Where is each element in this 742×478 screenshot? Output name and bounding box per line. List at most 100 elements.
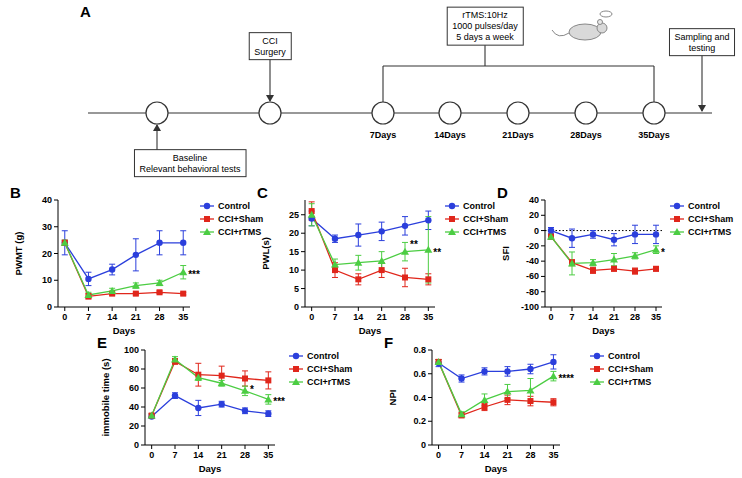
data-point xyxy=(503,388,511,395)
timeline-diagram: A7Days14Days21Days28Days35DaysBaselineRe… xyxy=(80,3,735,177)
error-cap xyxy=(379,277,385,278)
x-tick xyxy=(461,445,462,449)
error-cap xyxy=(653,243,659,244)
y-tick-label: 0.8 xyxy=(413,345,426,355)
error-cap xyxy=(332,242,338,243)
mouse-tail xyxy=(552,30,569,36)
y-axis xyxy=(545,200,546,307)
legend-label: CCI+Sham xyxy=(688,214,733,224)
error-bar xyxy=(85,272,91,285)
y-tick xyxy=(541,215,545,216)
error-bar xyxy=(355,255,361,270)
y-tick xyxy=(541,230,545,231)
error-cap xyxy=(402,242,408,243)
y-tick-label: 20 xyxy=(129,421,139,431)
error-cap xyxy=(482,367,488,368)
y-tick-label: 20 xyxy=(289,228,299,238)
y-tick-label: 25 xyxy=(289,210,299,220)
box-text: 1000 pulses/day xyxy=(452,21,518,31)
data-point xyxy=(180,240,186,246)
y-tick-label: 100 xyxy=(124,345,139,355)
error-cap xyxy=(355,284,361,285)
connector xyxy=(701,56,702,111)
box-frame xyxy=(249,33,291,60)
data-point xyxy=(569,260,575,266)
error-cap xyxy=(569,274,575,275)
y-tick xyxy=(301,288,305,289)
error-cap xyxy=(355,255,361,256)
data-point xyxy=(149,413,155,419)
data-point xyxy=(458,410,466,417)
error-bar xyxy=(504,367,510,377)
data-point xyxy=(548,234,554,240)
data-point xyxy=(653,231,659,237)
x-tick-label: 35 xyxy=(651,312,661,322)
error-cap xyxy=(355,223,361,224)
data-point xyxy=(482,404,488,410)
y-tick xyxy=(141,407,145,408)
data-point xyxy=(308,211,316,218)
error-cap xyxy=(527,405,533,406)
error-bar xyxy=(402,268,408,286)
x-axis xyxy=(432,445,560,446)
error-bar xyxy=(459,375,465,382)
x-tick xyxy=(112,307,113,311)
panel-letter: E xyxy=(97,334,107,351)
error-cap xyxy=(569,251,575,252)
y-tick xyxy=(301,307,305,308)
y-tick-label: 0 xyxy=(421,440,426,450)
error-cap xyxy=(527,378,533,379)
x-tick-label: 7 xyxy=(172,450,177,460)
y-tick xyxy=(541,291,545,292)
error-bar xyxy=(653,246,659,254)
error-bar xyxy=(402,242,408,260)
data-point xyxy=(568,259,576,266)
y-tick xyxy=(54,280,58,281)
x-tick xyxy=(135,307,136,311)
data-point xyxy=(652,246,660,253)
data-point xyxy=(241,387,249,394)
legend-label: CCI+Sham xyxy=(608,364,653,374)
data-point xyxy=(218,401,224,407)
data-point xyxy=(481,368,487,374)
x-axis xyxy=(545,307,662,308)
x-axis xyxy=(145,445,275,446)
error-cap xyxy=(242,386,248,387)
error-cap xyxy=(62,230,68,231)
error-cap xyxy=(309,203,315,204)
data-point xyxy=(402,274,408,280)
data-point xyxy=(62,240,68,246)
data-point xyxy=(589,259,597,266)
x-tick-label: 0 xyxy=(62,312,67,322)
error-bar xyxy=(180,231,186,255)
error-bar xyxy=(355,224,361,246)
data-point xyxy=(379,267,385,273)
data-point xyxy=(219,373,225,379)
error-bar xyxy=(632,225,638,243)
plot-marks xyxy=(435,355,558,419)
legend-label: CCI+rTMS xyxy=(218,227,261,237)
error-cap xyxy=(632,225,638,226)
x-tick xyxy=(183,307,184,311)
x-tick-label: 21 xyxy=(131,312,141,322)
error-bar xyxy=(611,266,617,271)
y-tick xyxy=(301,251,305,252)
data-point xyxy=(425,276,431,282)
mouse-body xyxy=(569,24,601,40)
error-bar xyxy=(265,411,271,417)
y-tick-label: 0.6 xyxy=(413,369,426,379)
error-bar xyxy=(242,386,248,396)
y-tick-label: -60 xyxy=(526,271,539,281)
error-cap xyxy=(402,260,408,261)
y-tick xyxy=(541,200,545,201)
x-tick xyxy=(381,307,382,311)
y-tick xyxy=(301,270,305,271)
legend-marker xyxy=(594,353,600,359)
error-bar xyxy=(569,260,575,266)
error-cap xyxy=(653,253,659,254)
panel-letter: F xyxy=(384,334,393,351)
y-tick xyxy=(428,445,432,446)
legend-marker xyxy=(674,203,680,209)
plot-marks xyxy=(545,225,662,275)
timepoint-label: 21Days xyxy=(502,130,534,140)
